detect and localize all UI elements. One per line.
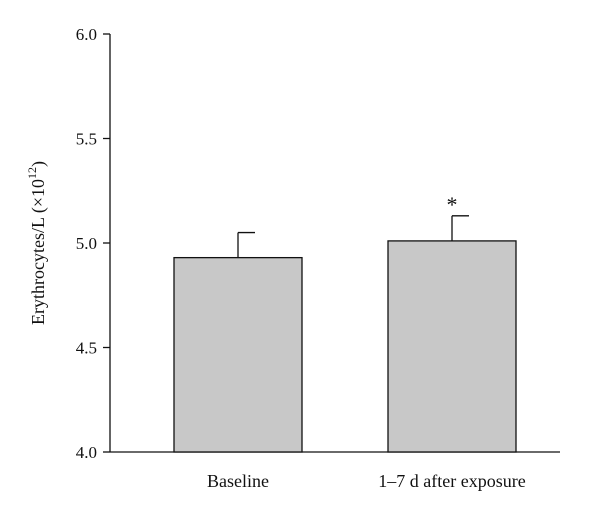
y-tick-label: 5.5 — [76, 130, 97, 149]
bars: * — [173, 192, 517, 453]
y-tick-label: 4.5 — [76, 339, 97, 358]
bar — [173, 256, 303, 453]
x-tick-labels: Baseline 1–7 d after exposure — [207, 471, 526, 491]
bar — [387, 240, 517, 453]
y-tick-label: 6.0 — [76, 25, 97, 44]
y-axis-label: Erythrocytes/L (×1012) — [25, 161, 49, 325]
y-ticks: 4.0 4.5 5.0 5.5 6.0 — [76, 25, 110, 462]
y-tick-label: 5.0 — [76, 234, 97, 253]
x-tick-label: Baseline — [207, 471, 269, 491]
x-tick-label: 1–7 d after exposure — [378, 471, 525, 491]
y-tick-label: 4.0 — [76, 443, 97, 462]
significance-marker: * — [447, 192, 458, 217]
